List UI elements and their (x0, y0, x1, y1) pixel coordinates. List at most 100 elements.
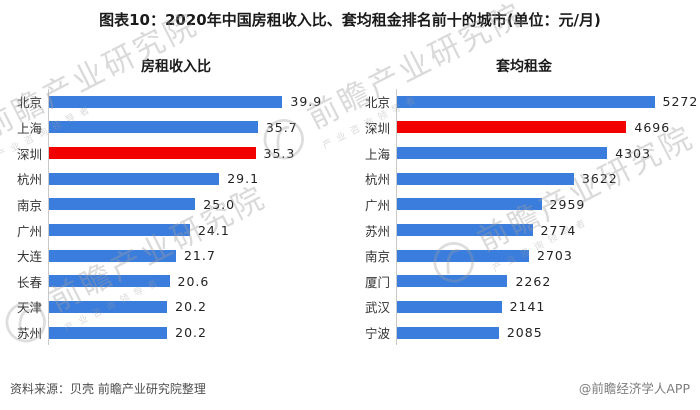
category-label: 武汉 (364, 300, 390, 316)
bar-track: 4303 (396, 140, 694, 166)
value-label: 2141 (509, 299, 546, 315)
bar (49, 326, 168, 339)
value-label: 29.1 (227, 171, 260, 187)
bar-track: 25.0 (48, 191, 346, 218)
bar-row: 杭州 29.1 (6, 165, 346, 192)
value-label: 4696 (634, 119, 671, 135)
bar (49, 95, 283, 108)
plot-left: 北京 39.9 上海 35.7 深圳 35.3 杭州 29.1 南京 25.0 广州 24.1 大连 21… (6, 89, 346, 346)
category-label: 大连 (16, 249, 42, 265)
value-label: 25.0 (203, 196, 236, 212)
category-label: 南京 (16, 197, 42, 213)
chart-average-rent: 套均租金 北京 5272 深圳 4696 上海 4303 杭州 3622 广州 2959 苏州 277… (346, 29, 697, 346)
category-label: 北京 (364, 95, 390, 111)
bar (397, 326, 499, 339)
value-label: 2774 (540, 222, 577, 238)
bar-row: 南京 25.0 (6, 191, 346, 218)
bar-row: 长春 20.6 (6, 268, 346, 295)
value-label: 20.2 (175, 325, 207, 341)
category-label: 天津 (16, 300, 42, 316)
chart-title-left: 房租收入比 (141, 59, 211, 75)
value-label: 3622 (581, 171, 618, 187)
bar (397, 249, 530, 262)
page-title: 图表10：2020年中国房租收入比、套均租金排名前十的城市(单位：元/月) (99, 11, 601, 29)
bar-track: 2085 (396, 319, 694, 346)
bar-track: 21.7 (48, 242, 346, 269)
bar-track: 2262 (396, 268, 694, 295)
bar-row: 南京 2703 (354, 242, 694, 269)
category-label: 长春 (16, 274, 42, 290)
category-label: 深圳 (16, 146, 42, 162)
bar-track: 2141 (396, 294, 694, 320)
bar-row: 北京 39.9 (6, 89, 346, 115)
value-label: 35.3 (263, 145, 296, 161)
category-label: 南京 (364, 249, 390, 265)
bar-track: 4696 (396, 114, 694, 141)
bar (49, 172, 220, 185)
value-label: 39.9 (290, 94, 323, 110)
value-label: 4303 (615, 145, 651, 161)
bar-track: 2774 (396, 217, 694, 243)
value-label: 21.7 (183, 248, 216, 264)
bar-row: 北京 5272 (354, 89, 697, 115)
category-label: 厦门 (364, 274, 390, 290)
bar-row: 上海 35.7 (6, 114, 346, 141)
category-label: 上海 (364, 146, 390, 162)
chart-title-right: 套均租金 (496, 59, 552, 75)
bar-track: 20.6 (48, 268, 346, 295)
credit-note: @前瞻经济学人APP (578, 381, 690, 396)
bar-row: 宁波 2085 (354, 319, 694, 346)
category-label: 苏州 (364, 223, 390, 239)
chart-rent-income-ratio: 房租收入比 北京 39.9 上海 35.7 深圳 35.3 杭州 29.1 南京 25.0 广州 24… (6, 29, 346, 346)
bar-row: 广州 2959 (354, 191, 694, 218)
bar-row: 厦门 2262 (354, 268, 694, 295)
bar (49, 198, 196, 211)
bar-row: 苏州 2774 (354, 217, 694, 243)
bar (397, 224, 533, 237)
plot-right: 北京 5272 深圳 4696 上海 4303 杭州 3622 广州 2959 苏州 2774 南京 27… (354, 89, 697, 346)
bar-track: 20.2 (48, 319, 346, 346)
charts-container: 房租收入比 北京 39.9 上海 35.7 深圳 35.3 杭州 29.1 南京 25.0 广州 24… (0, 29, 700, 346)
value-label: 2085 (506, 325, 543, 341)
bar (49, 300, 168, 313)
bar-highlighted (49, 147, 256, 160)
value-label: 2703 (537, 248, 573, 264)
bar-track: 20.2 (48, 294, 346, 320)
bar-track: 2959 (396, 191, 694, 218)
bar-row: 大连 21.7 (6, 242, 346, 269)
bar-track: 35.7 (48, 114, 346, 141)
page-footer: 资料来源：贝壳 前瞻产业研究院整理 @前瞻经济学人APP (10, 378, 690, 397)
bar-highlighted (397, 121, 627, 134)
category-label: 杭州 (16, 172, 42, 188)
bar-row: 广州 24.1 (6, 217, 346, 243)
bar-track: 39.9 (48, 89, 346, 115)
bar (397, 300, 502, 313)
bar (49, 121, 258, 134)
bar-row: 深圳 35.3 (6, 140, 346, 166)
bar (397, 95, 655, 108)
bar-row: 苏州 20.2 (6, 319, 346, 346)
bar-track: 3622 (396, 165, 694, 192)
bar-track: 24.1 (48, 217, 346, 243)
category-label: 宁波 (364, 326, 390, 342)
value-label: 24.1 (197, 222, 230, 238)
bar-row: 武汉 2141 (354, 294, 694, 320)
bar-row: 天津 20.2 (6, 294, 346, 320)
bar-track: 29.1 (48, 165, 346, 192)
bar-track: 5272 (396, 89, 697, 115)
bar (397, 172, 574, 185)
bar-row: 深圳 4696 (354, 114, 694, 141)
bar-track: 35.3 (48, 140, 346, 166)
category-label: 广州 (16, 223, 42, 239)
category-label: 广州 (364, 197, 390, 213)
bar-row: 杭州 3622 (354, 165, 694, 192)
value-label: 35.7 (265, 119, 298, 135)
category-label: 深圳 (364, 120, 390, 136)
bar (49, 275, 170, 288)
category-label: 北京 (16, 95, 42, 111)
bar-track: 2703 (396, 242, 694, 269)
value-label: 20.2 (175, 299, 207, 315)
category-label: 杭州 (364, 172, 390, 188)
value-label: 5272 (662, 94, 699, 110)
